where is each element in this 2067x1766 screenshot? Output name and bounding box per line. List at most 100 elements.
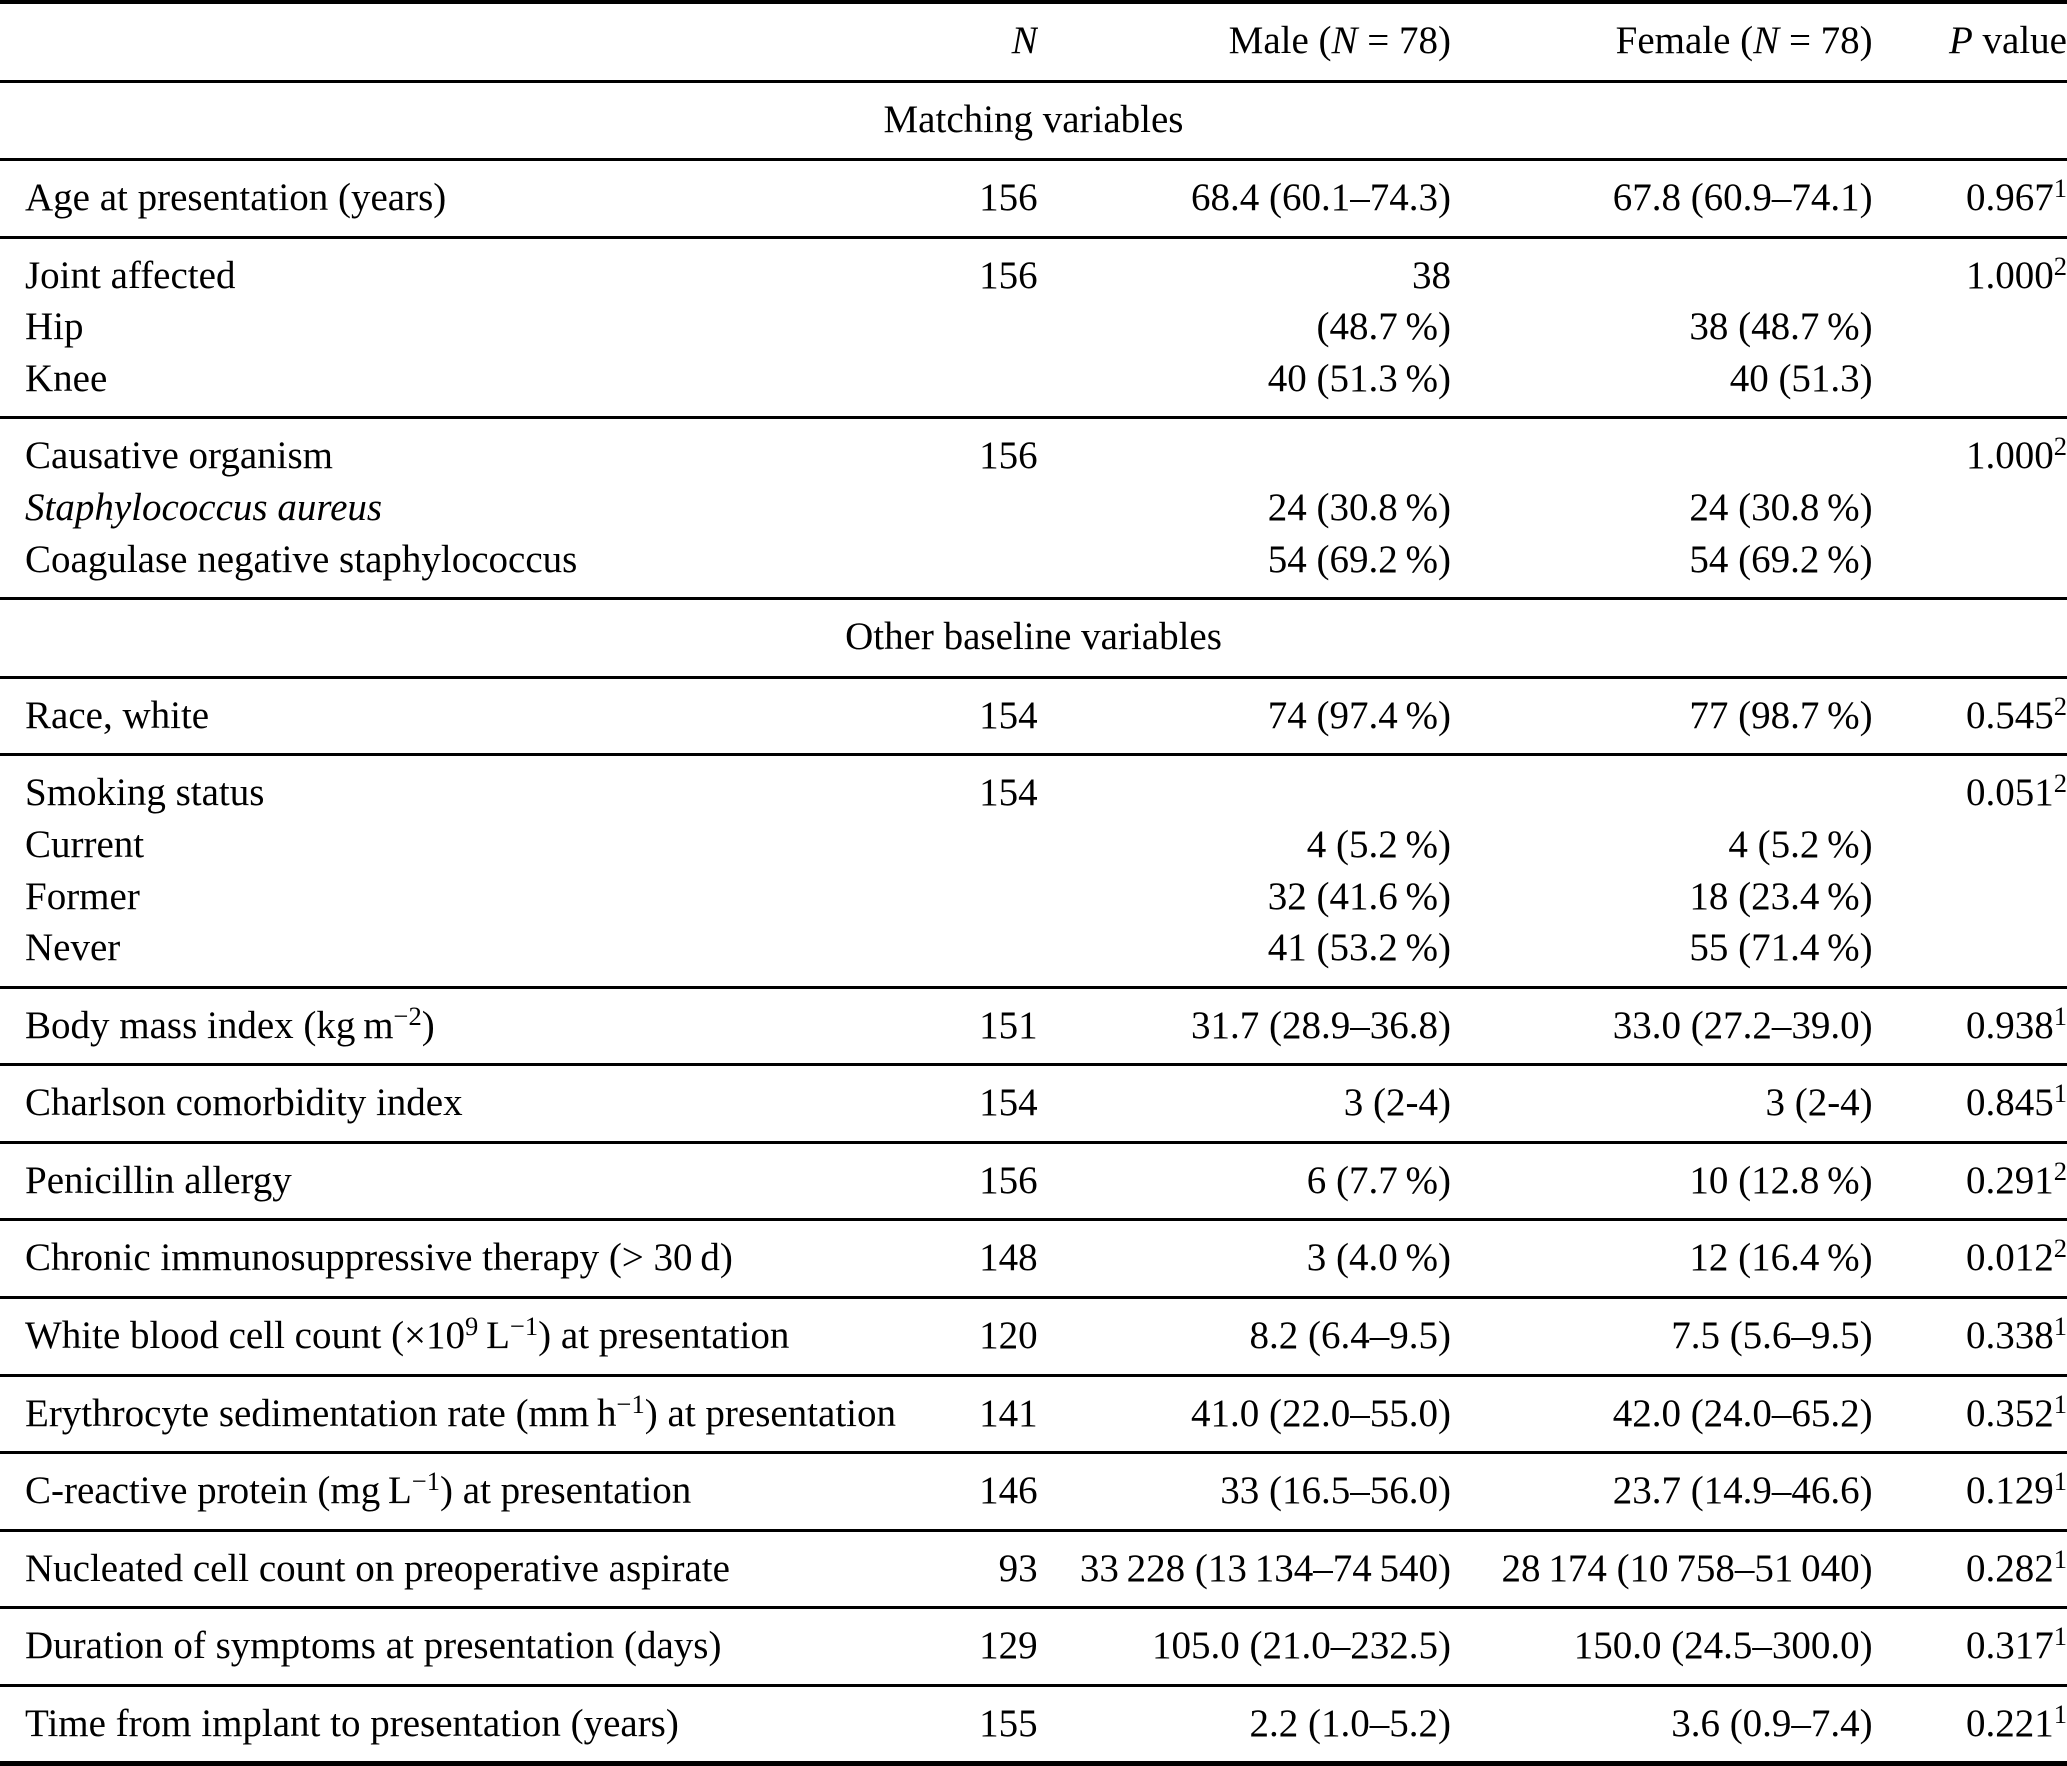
n-cell: [914, 482, 1038, 534]
col-header-variable: [0, 2, 914, 81]
n-cell: [914, 819, 1038, 871]
row-label: Current: [25, 822, 145, 866]
row-race-white: Race, white 154 74 (97.4 %) 77 (98.7 %) …: [0, 675, 2067, 755]
female-cell: 54 (69.2 %): [1689, 537, 1873, 581]
male-cell: 41.0 (22.0–55.0): [1037, 1373, 1452, 1453]
male-cell: [1037, 753, 1452, 819]
row-nucleated-cell-count: Nucleated cell count on preoperative asp…: [0, 1528, 2067, 1608]
row-hip: Hip (48.7 %) 38 (48.7 %): [0, 301, 2067, 353]
section-header-matching-variables: Matching variables: [0, 79, 2067, 160]
male-cell: 54 (69.2 %): [1267, 537, 1452, 581]
row-c-reactive-protein: C-reactive protein (mg L−1) at presentat…: [0, 1451, 2067, 1531]
footnote-marker: 1: [2053, 1698, 2067, 1729]
row-age-at-presentation: Age at presentation (years) 156 68.4 (60…: [0, 158, 2067, 238]
row-smoking-current: Current 4 (5.2 %) 4 (5.2 %): [0, 819, 2067, 871]
footnote-marker: 1: [2053, 1543, 2067, 1574]
col-header-male: Male (N = 78): [1228, 19, 1452, 62]
n-cell: 141: [913, 1373, 1038, 1453]
superscript: −1: [616, 1388, 645, 1419]
row-label: Coagulase negative staphylococcus: [25, 537, 578, 581]
p-value-cell: 0.0512: [1872, 753, 2067, 819]
male-cell: 3 (4.0 %): [1037, 1218, 1452, 1298]
male-cell: 3 (2-4): [1037, 1063, 1452, 1143]
p-value-cell: 0.3521: [1872, 1373, 2067, 1453]
female-cell: 40 (51.3): [1729, 356, 1873, 400]
female-cell: 33.0 (27.2–39.0): [1451, 985, 1873, 1065]
female-cell: [1451, 416, 1873, 483]
n-cell: 156: [913, 235, 1038, 302]
row-label: Smoking status: [0, 753, 914, 819]
p-value-cell: 0.8451: [1872, 1063, 2067, 1143]
section-header-other-baseline-variables: Other baseline variables: [0, 597, 2067, 678]
male-cell: 4 (5.2 %): [1306, 822, 1452, 866]
female-cell: 150.0 (24.5–300.0): [1451, 1606, 1873, 1686]
row-label: Causative organism: [0, 416, 914, 483]
male-cell: 8.2 (6.4–9.5): [1037, 1295, 1452, 1376]
female-cell: 24 (30.8 %): [1689, 486, 1873, 530]
row-label: Penicillin allergy: [0, 1140, 914, 1220]
section-title: Matching variables: [0, 79, 2067, 160]
male-cell: 105.0 (21.0–232.5): [1037, 1606, 1452, 1686]
footnote-marker: 2: [2053, 431, 2067, 462]
footnote-marker: 1: [2053, 1621, 2067, 1652]
male-cell: 33 (16.5–56.0): [1037, 1451, 1452, 1531]
p-value-cell: 0.3171: [1872, 1606, 2067, 1686]
row-smoking-never: Never 41 (53.2 %) 55 (71.4 %): [0, 922, 2067, 987]
female-cell: 4 (5.2 %): [1728, 822, 1873, 866]
row-label: Never: [25, 926, 121, 970]
n-cell: 120: [913, 1295, 1038, 1376]
row-label: White blood cell count (×109 L−1) at pre…: [0, 1295, 914, 1376]
row-label: Duration of symptoms at presentation (da…: [0, 1606, 914, 1686]
row-label: Former: [25, 874, 140, 918]
n-cell: [914, 301, 1038, 353]
row-label: Race, white: [0, 675, 914, 755]
row-label: Time from implant to presentation (years…: [0, 1683, 914, 1764]
superscript: 9: [465, 1310, 479, 1341]
p-value-cell: 0.2211: [1872, 1683, 2067, 1764]
female-cell: 77 (98.7 %): [1451, 675, 1873, 755]
n-cell: 156: [913, 158, 1038, 238]
p-value-cell: 1.0002: [1872, 416, 2067, 483]
row-label: Charlson comorbidity index: [0, 1063, 914, 1143]
row-time-from-implant: Time from implant to presentation (years…: [0, 1683, 2067, 1764]
n-cell: 148: [913, 1218, 1038, 1298]
n-cell: [914, 534, 1038, 599]
male-cell: 38: [1037, 235, 1452, 302]
n-cell: 155: [913, 1683, 1038, 1764]
p-value-cell: [1873, 922, 2067, 987]
p-value-cell: 0.2821: [1872, 1528, 2067, 1608]
female-cell: 67.8 (60.9–74.1): [1451, 158, 1873, 238]
female-cell: 7.5 (5.6–9.5): [1451, 1295, 1873, 1376]
row-joint-affected: Joint affected 156 38 1.0002: [0, 235, 2067, 302]
male-cell: 68.4 (60.1–74.3): [1037, 158, 1452, 238]
row-smoking-status: Smoking status 154 0.0512: [0, 753, 2067, 819]
n-cell: 154: [913, 675, 1038, 755]
p-value-cell: [1873, 871, 2067, 923]
p-value-cell: [1873, 819, 2067, 871]
female-cell: 3.6 (0.9–7.4): [1451, 1683, 1873, 1764]
p-value-cell: 0.9381: [1872, 985, 2067, 1065]
footnote-marker: 1: [2053, 172, 2067, 203]
row-charlson-comorbidity-index: Charlson comorbidity index 154 3 (2-4) 3…: [0, 1063, 2067, 1143]
p-value-cell: [1873, 482, 2067, 534]
n-cell: 151: [913, 985, 1038, 1065]
female-cell: 18 (23.4 %): [1689, 874, 1873, 918]
male-cell: [1037, 416, 1452, 483]
footnote-marker: 2: [2053, 768, 2067, 799]
col-header-female: Female (N = 78): [1615, 19, 1873, 62]
female-cell: 3 (2-4): [1451, 1063, 1873, 1143]
female-cell: 55 (71.4 %): [1689, 926, 1873, 970]
row-label: Erythrocyte sedimentation rate (mm h−1) …: [0, 1373, 914, 1453]
p-value-cell: 0.5452: [1872, 675, 2067, 755]
n-cell: 156: [913, 416, 1038, 483]
n-cell: 146: [913, 1451, 1038, 1531]
superscript: −1: [509, 1310, 539, 1341]
section-title: Other baseline variables: [0, 597, 2067, 678]
n-cell: 93: [913, 1528, 1038, 1608]
male-cell: 41 (53.2 %): [1267, 926, 1452, 970]
male-cell: 40 (51.3 %): [1267, 356, 1452, 400]
footnote-marker: 1: [2053, 1000, 2067, 1031]
footnote-marker: 2: [2053, 250, 2067, 281]
superscript: −2: [393, 1000, 422, 1031]
